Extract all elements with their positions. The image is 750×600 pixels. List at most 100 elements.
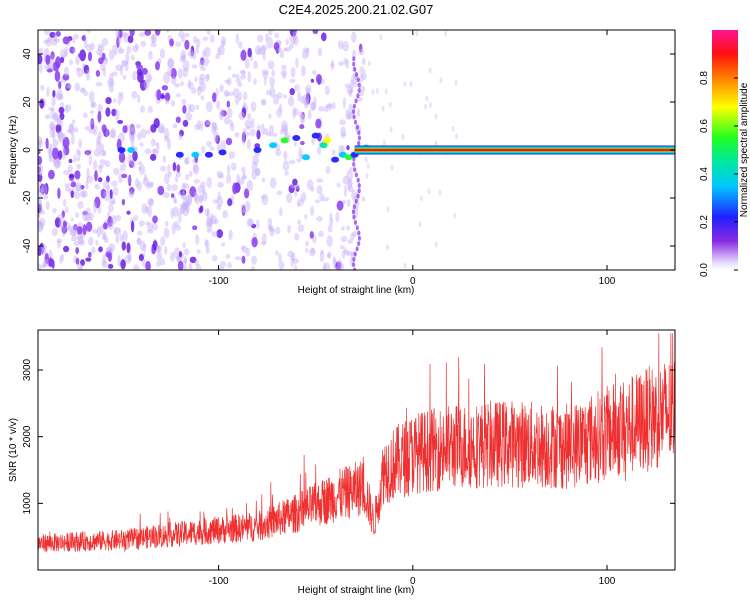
noise-speck — [136, 94, 141, 104]
signal-blob — [323, 137, 332, 144]
noise-speck — [223, 89, 230, 97]
streak-mark — [357, 88, 361, 93]
colorbar-label: Normalized spectral amplitude — [739, 82, 750, 217]
noise-speck — [189, 104, 196, 113]
noise-speck — [190, 87, 197, 94]
streak-mark — [352, 103, 356, 109]
noise-speck — [181, 182, 186, 191]
noise-speck — [38, 149, 41, 155]
noise-speck — [338, 61, 344, 67]
noise-speck — [77, 53, 83, 58]
noise-speck — [63, 169, 70, 176]
noise-speck — [217, 47, 221, 56]
noise-speck — [347, 185, 354, 193]
noise-speck — [77, 235, 84, 246]
noise-speck — [116, 36, 120, 48]
noise-speck — [439, 77, 443, 84]
noise-speck — [63, 66, 70, 77]
noise-speck — [56, 117, 61, 123]
noise-speck — [347, 111, 354, 120]
noise-speck — [428, 67, 432, 74]
noise-speck — [274, 148, 282, 157]
noise-speck — [238, 178, 245, 185]
noise-speck — [329, 62, 335, 68]
noise-speck — [141, 203, 148, 214]
noise-speck — [85, 221, 93, 232]
noise-speck — [51, 227, 58, 237]
noise-speck — [217, 181, 224, 188]
noise-speck — [175, 174, 179, 183]
noise-speck — [261, 123, 265, 135]
noise-speck — [312, 30, 319, 35]
noise-speck — [49, 120, 55, 131]
noise-speck — [206, 30, 211, 36]
noise-speck — [70, 190, 75, 199]
noise-speck — [87, 236, 94, 247]
snr-frame — [37, 329, 676, 571]
noise-speck — [117, 92, 122, 98]
noise-speck — [163, 173, 170, 185]
noise-speck — [147, 205, 152, 218]
noise-speck — [358, 91, 365, 97]
noise-speck — [185, 112, 193, 121]
noise-speck — [198, 60, 205, 68]
noise-speck — [112, 44, 117, 53]
noise-speck — [283, 150, 288, 161]
noise-speck — [243, 91, 248, 101]
noise-speck — [260, 44, 268, 52]
streak-mark — [357, 130, 361, 136]
noise-speck — [87, 51, 93, 62]
signal-blob — [269, 142, 277, 149]
noise-speck — [246, 138, 251, 150]
noise-speck — [213, 131, 219, 143]
noise-speck — [366, 163, 370, 169]
noise-speck — [150, 33, 157, 44]
noise-speck — [122, 74, 127, 80]
noise-speck — [184, 39, 190, 50]
noise-speck — [318, 106, 325, 112]
noise-speck — [260, 241, 267, 246]
noise-speck — [211, 126, 217, 135]
noise-speck — [455, 133, 458, 140]
noise-speck — [48, 55, 55, 60]
noise-speck — [48, 257, 53, 268]
noise-speck — [289, 30, 297, 37]
noise-speck — [204, 238, 208, 248]
noise-speck — [401, 134, 405, 140]
noise-speck — [296, 158, 302, 163]
noise-speck — [73, 191, 81, 199]
noise-speck — [109, 72, 114, 84]
noise-speck — [106, 184, 111, 194]
noise-speck — [294, 264, 298, 270]
spectrogram-y-label: Frequency (Hz) — [8, 116, 19, 185]
noise-speck — [53, 112, 58, 123]
noise-speck — [75, 148, 81, 156]
noise-speck — [91, 228, 99, 234]
noise-speck — [287, 250, 295, 258]
noise-speck — [136, 180, 142, 191]
noise-speck — [179, 55, 186, 63]
noise-speck — [359, 73, 364, 83]
noise-speck — [159, 48, 166, 59]
noise-speck — [77, 200, 84, 210]
noise-speck — [38, 47, 44, 54]
noise-speck — [105, 96, 112, 105]
noise-speck — [206, 176, 212, 189]
noise-speck — [350, 232, 356, 241]
noise-speck — [304, 214, 308, 220]
noise-speck — [172, 123, 178, 129]
colorbar-tick-label: 0.2 — [699, 215, 710, 229]
y-tick-label: -20 — [22, 190, 33, 205]
noise-speck — [289, 88, 295, 96]
noise-speck — [315, 118, 322, 129]
noise-speck — [80, 184, 85, 190]
noise-speck — [270, 228, 275, 233]
noise-speck — [176, 255, 183, 262]
noise-speck — [341, 132, 347, 137]
noise-speck — [40, 209, 46, 215]
noise-speck — [285, 38, 289, 46]
noise-speck — [178, 251, 183, 258]
noise-speck — [256, 124, 261, 131]
noise-speck — [163, 227, 170, 239]
noise-speck — [187, 81, 194, 90]
